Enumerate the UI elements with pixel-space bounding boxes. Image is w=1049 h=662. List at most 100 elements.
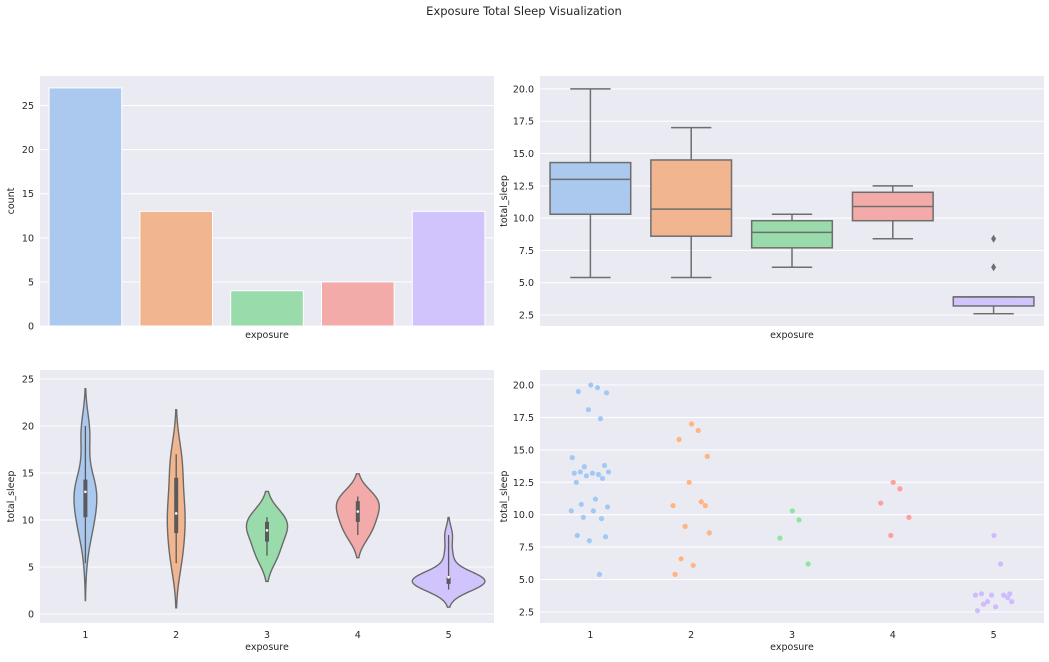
y-tick-label: 12.5 — [513, 181, 534, 192]
strip-point — [605, 469, 612, 475]
bar — [139, 210, 214, 327]
strip-point — [602, 534, 609, 540]
strip-point — [890, 479, 896, 485]
y-tick-label: 0 — [28, 609, 34, 620]
box-plot: 2.5 5.0 7.5 10.0 12.5 15.0 17.5 20.0 exposure tot… — [499, 76, 1044, 341]
strip-point — [993, 604, 999, 610]
strip-point — [578, 501, 584, 507]
x-tick-label: 3 — [789, 630, 795, 641]
strip-point — [695, 427, 701, 434]
strip-point — [978, 591, 985, 597]
y-tick-label: 10.0 — [513, 510, 534, 521]
strip-point — [906, 514, 912, 520]
x-tick-label: 5 — [991, 630, 997, 641]
strip-point — [581, 464, 587, 470]
strip-point — [588, 382, 594, 388]
strip-point — [888, 532, 894, 539]
strip-point — [575, 388, 581, 395]
y-tick-label: 15.0 — [513, 445, 534, 456]
strip-point — [698, 499, 704, 505]
plot-area — [540, 370, 1044, 623]
strip-point — [672, 571, 678, 577]
y-tick-label: 5 — [28, 562, 34, 573]
y-tick-label: 2.5 — [519, 311, 534, 322]
figure-title: Exposure Total Sleep Visualization — [426, 4, 622, 18]
strip-point — [998, 561, 1004, 567]
x-tick-label: 2 — [173, 630, 179, 641]
strip-point — [604, 504, 611, 510]
violin-median-dot — [174, 512, 178, 515]
box — [650, 159, 733, 237]
y-axis-label: total_sleep — [499, 175, 510, 227]
strip-point — [972, 592, 979, 598]
y-tick-label: 20.0 — [513, 84, 534, 95]
y-tick-label: 5.0 — [519, 575, 534, 586]
strip-point — [1005, 595, 1011, 601]
strip-point — [988, 592, 995, 598]
strip-point — [991, 532, 997, 539]
x-axis-label: exposure — [245, 330, 289, 341]
strip-point — [580, 514, 586, 520]
x-tick-label: 1 — [82, 630, 88, 641]
strip-point — [706, 530, 712, 536]
strip-plot: 2.5 5.0 7.5 10.0 12.5 15.0 17.5 20.0 1 2 3 4 5 exposu… — [499, 370, 1044, 653]
outlier-marker — [991, 263, 997, 272]
strip-point — [597, 416, 604, 422]
y-tick-label: 12.5 — [513, 478, 534, 489]
strip-point — [574, 532, 580, 539]
strip-point — [805, 561, 811, 567]
strip-point — [595, 471, 602, 478]
y-tick-label: 20 — [22, 422, 34, 433]
x-tick-label: 3 — [264, 630, 270, 641]
y-tick-label: 25 — [22, 375, 34, 386]
y-tick-label: 15 — [22, 469, 34, 480]
y-tick-label: 5.0 — [519, 278, 534, 289]
bar — [320, 281, 395, 327]
strip-point — [589, 470, 596, 476]
strip-point — [585, 407, 591, 413]
y-tick-label: 25 — [22, 101, 34, 112]
strip-point — [789, 508, 796, 514]
y-tick-label: 10 — [22, 515, 34, 526]
strip-point — [678, 556, 684, 562]
strip-point — [573, 479, 579, 485]
strip-point — [577, 469, 583, 475]
x-tick-label: 2 — [688, 630, 694, 641]
count-plot: 0 5 10 15 20 25 exposure count — [6, 76, 494, 341]
bar — [411, 210, 486, 327]
strip-point — [603, 390, 610, 396]
strip-point — [878, 500, 884, 506]
y-tick-label: 2.5 — [519, 607, 534, 618]
y-tick-label: 15.0 — [513, 149, 534, 160]
strip-point — [796, 517, 802, 523]
y-axis-label: total_sleep — [6, 471, 17, 523]
x-tick-label: 4 — [890, 630, 896, 641]
x-tick-label: 1 — [587, 630, 593, 641]
violin-median-dot — [265, 529, 269, 532]
strip-point — [569, 455, 575, 461]
strip-point — [586, 538, 592, 544]
box — [952, 296, 1035, 307]
strip-point — [676, 436, 682, 443]
strip-point — [686, 479, 692, 485]
strip-point — [670, 503, 676, 509]
y-tick-label: 0 — [28, 322, 34, 333]
strip-point — [1001, 592, 1007, 598]
strip-point — [590, 508, 597, 514]
strip-point — [690, 562, 696, 568]
y-tick-label: 15 — [22, 189, 34, 200]
y-tick-label: 10 — [22, 233, 34, 244]
strip-point — [704, 453, 710, 459]
strip-point — [599, 475, 606, 482]
outlier-marker — [991, 234, 997, 243]
x-tick-label: 4 — [355, 630, 361, 641]
x-axis-label: exposure — [770, 642, 814, 653]
y-tick-label: 17.5 — [513, 413, 534, 424]
strip-point — [980, 601, 987, 607]
strip-point — [1009, 599, 1015, 605]
y-tick-label: 5 — [28, 277, 34, 288]
strip-point — [583, 473, 589, 479]
strip-point — [702, 503, 708, 509]
y-tick-label: 20 — [22, 145, 34, 156]
